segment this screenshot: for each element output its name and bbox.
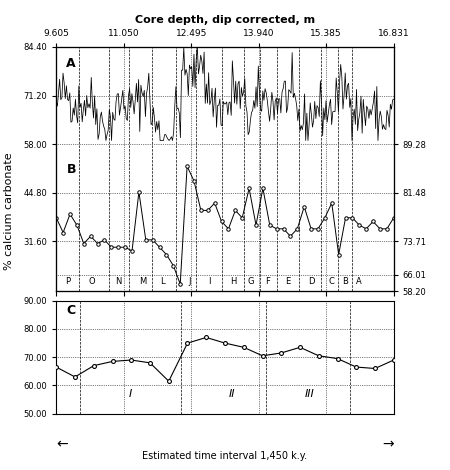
Text: C: C (328, 277, 334, 286)
Text: A: A (356, 277, 361, 286)
Text: B: B (342, 277, 348, 286)
Text: L: L (160, 277, 165, 286)
Text: J: J (188, 277, 191, 286)
Text: O: O (88, 277, 95, 286)
Text: II: II (229, 389, 235, 399)
Text: F: F (265, 277, 270, 286)
Text: III: III (305, 389, 314, 399)
Text: E: E (285, 277, 290, 286)
Text: C: C (67, 305, 76, 317)
Text: B: B (67, 164, 76, 177)
Text: M: M (139, 277, 146, 286)
Text: P: P (65, 277, 70, 286)
Text: →: → (382, 437, 394, 451)
Text: G: G (247, 277, 253, 286)
Text: ←: ← (56, 437, 68, 451)
Text: % calcium carbonate: % calcium carbonate (4, 153, 14, 270)
Text: I: I (208, 277, 211, 286)
Text: A: A (67, 56, 76, 70)
Text: D: D (308, 277, 314, 286)
Text: Estimated time interval 1,450 k.y.: Estimated time interval 1,450 k.y. (143, 451, 307, 461)
Text: N: N (116, 277, 122, 286)
Text: I: I (129, 389, 132, 399)
Text: H: H (230, 277, 237, 286)
X-axis label: Core depth, dip corrected, m: Core depth, dip corrected, m (135, 16, 315, 25)
